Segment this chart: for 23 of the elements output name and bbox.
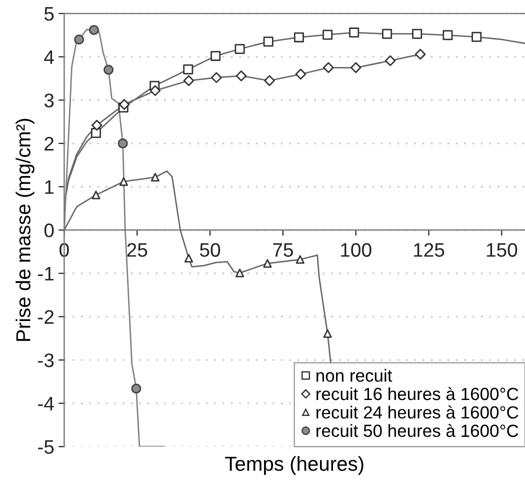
y-tick-label: 4 (44, 50, 54, 64)
y-tick-label: -3 (38, 353, 54, 368)
y-tick-label: -4 (38, 396, 54, 410)
x-tick-label: 75 (273, 243, 293, 257)
y-tick-label: -5 (38, 440, 54, 454)
x-tick-label: 125 (414, 243, 444, 257)
legend-label: recuit 16 heures à 1600°C (316, 387, 518, 400)
legend-label: recuit 24 heures à 1600°C (316, 406, 518, 419)
x-tick-label: 150 (486, 243, 518, 257)
y-tick-label: 1 (45, 180, 54, 194)
x-axis-title: Temps (heures) (225, 456, 364, 475)
y-tick-label: 0 (44, 224, 54, 238)
y-tick-label: -1 (38, 267, 54, 280)
y-tick-label: 2 (44, 136, 54, 150)
x-tick-label: 100 (341, 243, 372, 257)
x-tick-label: 25 (127, 243, 148, 257)
legend-label: non recuit (316, 368, 392, 382)
y-tick-label: -2 (38, 310, 54, 324)
x-tick-label: 50 (200, 243, 220, 257)
y-axis-title: Prise de masse (mg/cm²) (16, 118, 34, 341)
y-tick-label: 3 (44, 94, 54, 108)
legend-label: recuit 50 heures à 1600°C (316, 424, 518, 438)
y-tick-label: 5 (44, 7, 54, 21)
